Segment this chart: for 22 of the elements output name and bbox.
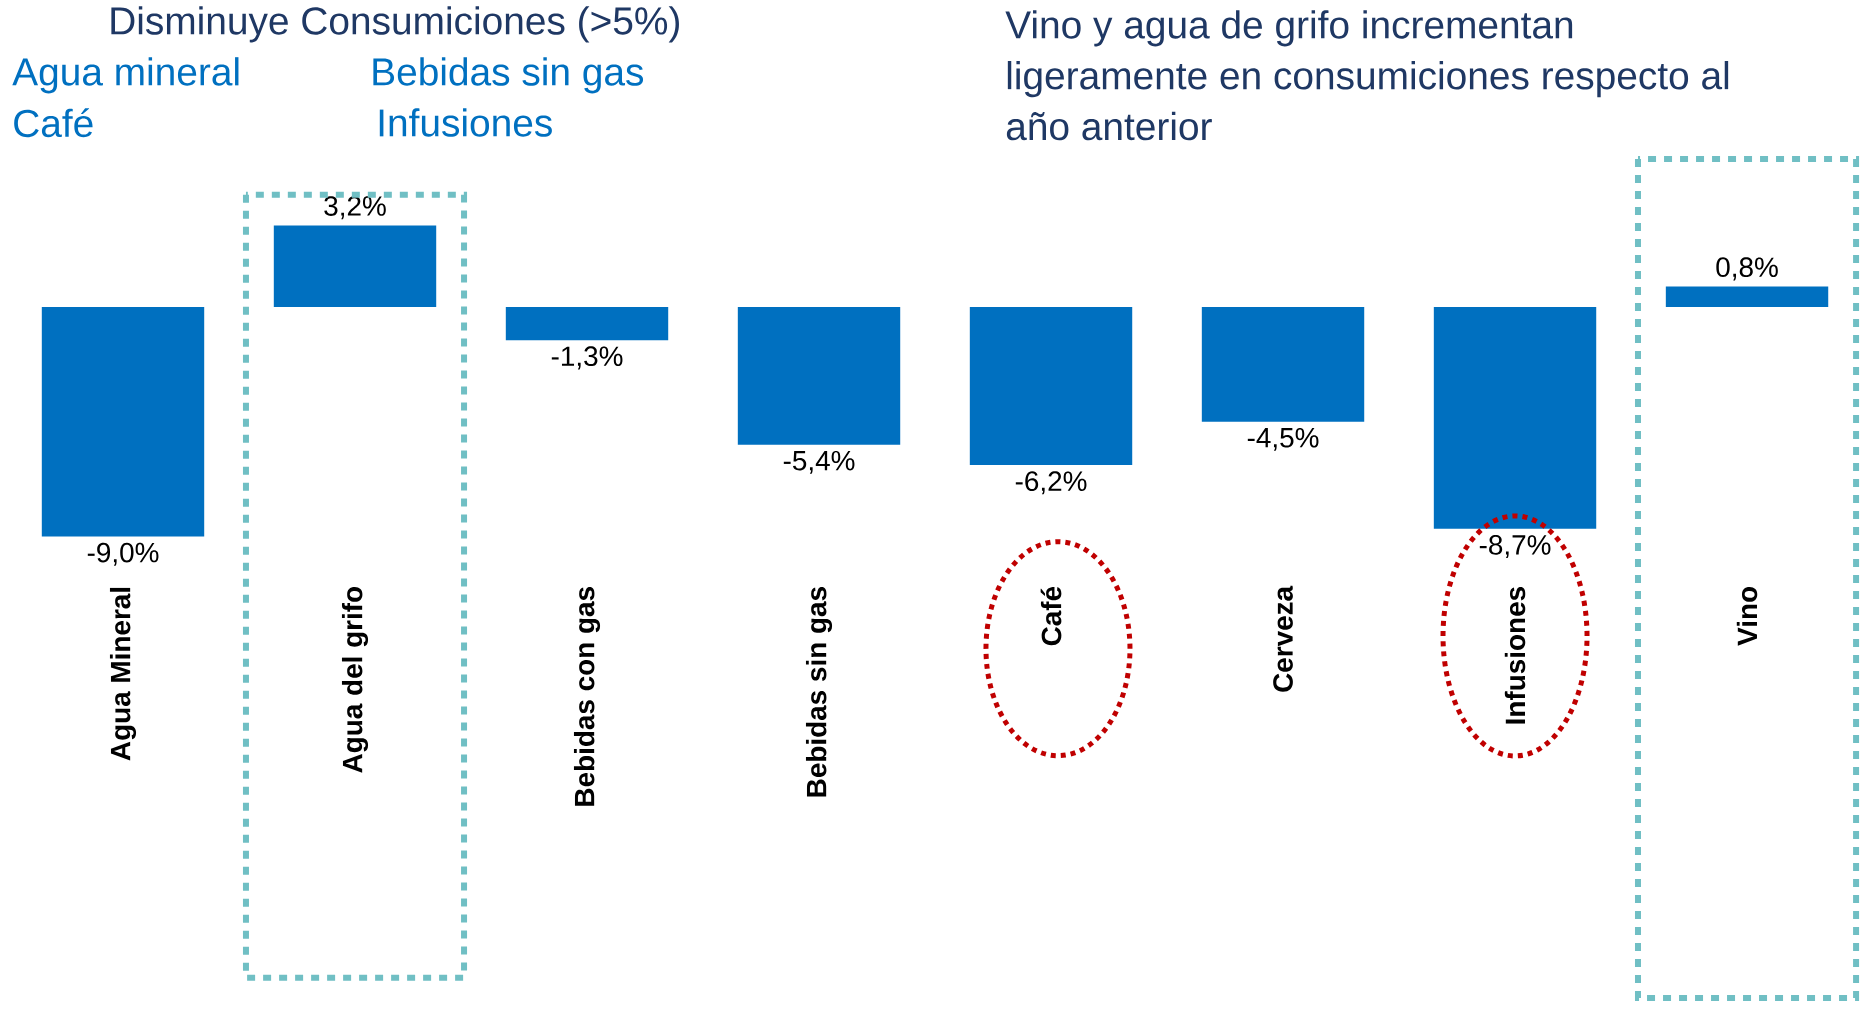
- data-label: 0,8%: [1716, 257, 1778, 281]
- text: Vino y agua de grifo incrementan ligeramente en consumiciones respecto al año anterior: [1005, 10, 1729, 141]
- data-label: 3,2%: [324, 196, 386, 220]
- text: Bebidas sin gas: [373, 57, 644, 94]
- data-label: -6,2%: [1015, 471, 1087, 495]
- text: Infusiones: [379, 108, 552, 137]
- x-tick-label: Vino: [1736, 586, 1758, 646]
- text: Agua mineral: [12, 57, 239, 94]
- x-tick-label: Bebidas sin gas: [805, 587, 833, 797]
- data-label: -9,0%: [87, 542, 159, 566]
- x-tick-label: Bebidas con gas: [573, 587, 601, 806]
- data-label: -5,4%: [783, 450, 855, 474]
- x-tick-label: Cerveza: [1273, 585, 1293, 692]
- x-tick-label: Infusiones: [1504, 587, 1526, 724]
- x-tick-label: Café: [1040, 586, 1062, 646]
- x-tick-label: Agua Mineral: [109, 587, 137, 761]
- data-label: -4,5%: [1247, 427, 1319, 451]
- text: Café: [14, 108, 93, 138]
- data-label: -1,3%: [551, 346, 623, 370]
- text: Disminuye Consumiciones (>5%): [111, 6, 679, 43]
- data-label: -8,7%: [1479, 535, 1551, 559]
- x-tick-label: Agua del grifo: [341, 587, 369, 773]
